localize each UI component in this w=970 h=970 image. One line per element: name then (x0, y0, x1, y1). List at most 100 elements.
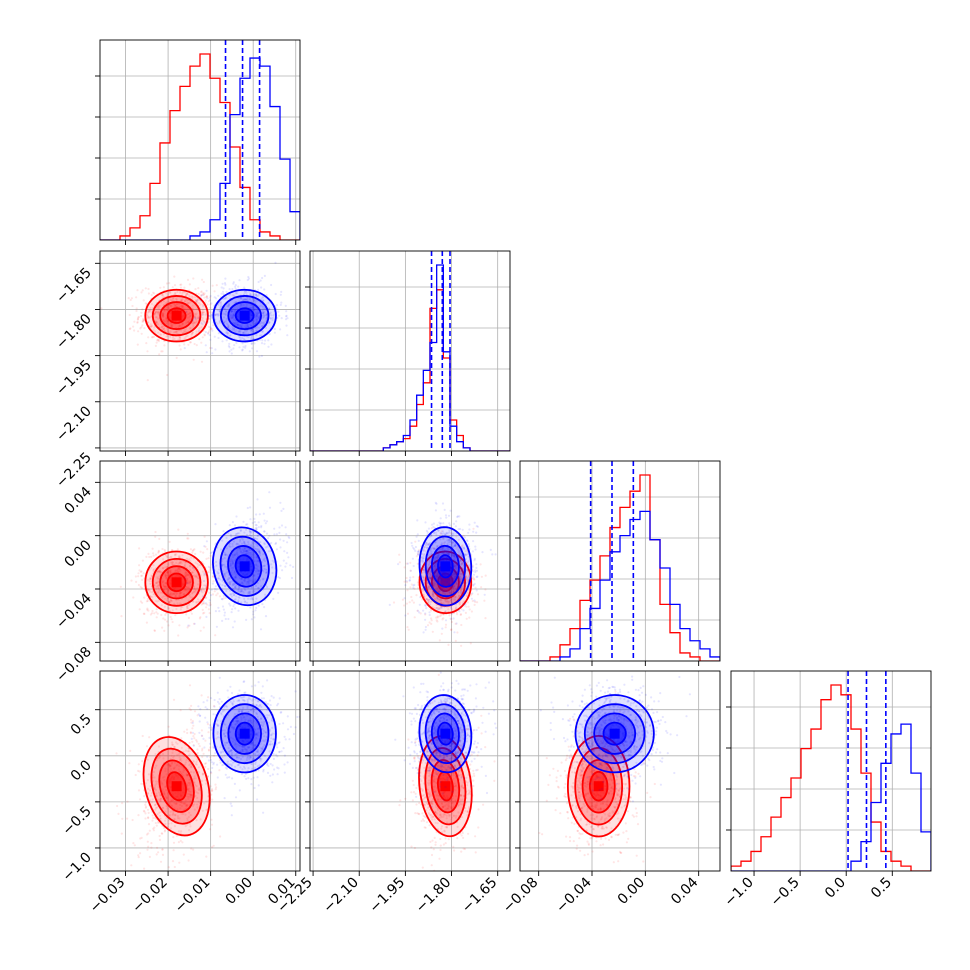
scatter-point (223, 614, 226, 617)
scatter-point (248, 298, 251, 301)
scatter-point (166, 308, 169, 311)
scatter-point (157, 311, 160, 314)
scatter-point (197, 600, 200, 603)
scatter-point (184, 330, 187, 333)
scatter-point (188, 594, 191, 597)
scatter-point (175, 320, 178, 323)
scatter-point (175, 607, 178, 611)
scatter-point (167, 589, 170, 593)
scatter-point (157, 581, 160, 584)
scatter-point (236, 323, 239, 326)
scatter-point (234, 301, 237, 304)
scatter-point (140, 782, 143, 786)
scatter-point (137, 763, 140, 766)
y-tick-label: −2.25 (53, 449, 95, 491)
scatter-point (184, 328, 187, 331)
scatter-point (252, 320, 255, 323)
scatter-point (231, 287, 234, 291)
scatter-point (184, 561, 187, 564)
scatter-point (148, 589, 151, 592)
scatter-point (147, 316, 150, 319)
scatter-point (251, 347, 254, 350)
scatter-point (255, 313, 258, 316)
scatter-point (428, 611, 431, 614)
scatter-point (188, 301, 191, 305)
scatter-point (186, 626, 189, 629)
scatter-point (445, 516, 448, 519)
scatter-point (233, 524, 237, 527)
scatter-point (167, 574, 170, 577)
scatter-point (131, 818, 134, 822)
scatter-point (227, 332, 230, 335)
scatter-point (275, 533, 278, 536)
scatter-point (229, 313, 232, 316)
scatter-point (184, 322, 188, 325)
histogram-blue (100, 57, 300, 240)
scatter-point (136, 343, 139, 346)
scatter-point (282, 559, 285, 562)
scatter-point (194, 588, 197, 592)
scatter-point (431, 523, 434, 526)
scatter-point (143, 795, 146, 798)
scatter-point (208, 334, 211, 337)
scatter-point (150, 555, 153, 559)
scatter-point (192, 566, 195, 570)
scatter-point (245, 326, 248, 329)
scatter-point (250, 324, 253, 327)
scatter-point (267, 321, 271, 324)
scatter-point (186, 577, 189, 580)
scatter-point (169, 615, 172, 619)
scatter-point (242, 298, 246, 301)
scatter-point (256, 314, 259, 317)
scatter-point (150, 293, 153, 297)
scatter-point (155, 341, 158, 344)
scatter-point (200, 326, 203, 329)
scatter-point (151, 609, 154, 613)
scatter-point (155, 311, 158, 314)
scatter-point (202, 551, 205, 554)
scatter-point (179, 299, 182, 302)
scatter-point (204, 596, 207, 599)
scatter-point (242, 299, 245, 302)
scatter-point (162, 588, 165, 591)
scatter-point (283, 550, 286, 553)
scatter-point (211, 575, 214, 578)
scatter-point (157, 587, 160, 590)
scatter-point (163, 308, 166, 311)
scatter-point (168, 601, 171, 604)
scatter-point (473, 603, 476, 607)
scatter-point (207, 565, 210, 568)
scatter-point (279, 293, 282, 296)
scatter-point (162, 319, 165, 322)
scatter-point (174, 593, 177, 596)
scatter-point (403, 566, 406, 569)
panel-2-0: −0.08−0.040.000.04 (53, 460, 301, 686)
scatter-point (408, 601, 411, 604)
scatter-point (234, 284, 237, 287)
scatter-point (149, 323, 152, 326)
scatter-point (472, 530, 475, 533)
scatter-point (152, 816, 155, 820)
scatter-point (272, 314, 275, 317)
scatter-point (226, 333, 229, 336)
scatter-point (426, 624, 430, 627)
scatter-point (160, 604, 163, 607)
scatter-point (173, 865, 176, 869)
scatter-point (226, 305, 229, 308)
scatter-point (175, 561, 178, 565)
scatter-point (162, 315, 165, 318)
scatter-point (160, 326, 164, 329)
scatter-point (246, 577, 249, 581)
scatter-point (195, 575, 198, 578)
scatter-point (252, 309, 255, 312)
scatter-point (464, 611, 467, 615)
scatter-point (191, 307, 194, 310)
scatter-point (192, 848, 195, 851)
scatter-point (168, 540, 171, 544)
scatter-point (287, 556, 290, 559)
scatter-point (221, 290, 225, 293)
scatter-point (175, 303, 178, 306)
scatter-point (255, 329, 258, 332)
scatter-point (265, 520, 269, 523)
scatter-point (424, 521, 427, 524)
